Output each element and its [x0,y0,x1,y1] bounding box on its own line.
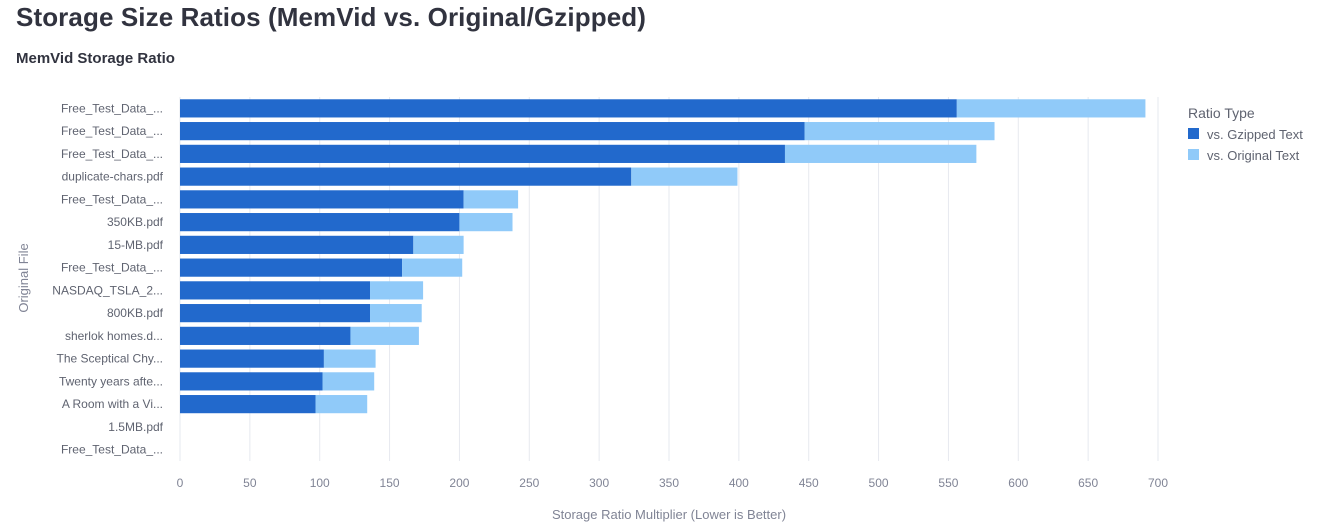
category-label: Free_Test_Data_... [61,443,163,457]
category-label: 800KB.pdf [107,306,164,320]
bar-gzipped [180,395,316,414]
bars [180,99,1146,414]
bar-original [370,281,424,300]
bar-original [315,395,368,414]
bar-gzipped [180,258,403,277]
bar-original [413,235,464,254]
category-label: Free_Test_Data_... [61,147,163,161]
bar-original [956,99,1146,118]
category-label: Free_Test_Data_... [61,192,163,206]
legend-swatch-gzipped [1188,128,1199,139]
legend-title: Ratio Type [1188,105,1255,121]
category-label: duplicate-chars.pdf [62,170,164,184]
category-label: The Sceptical Chy... [57,352,164,366]
bar-original [804,122,995,141]
bar-gzipped [180,326,351,345]
x-tick-labels: 0 50 100 150 200 250 300 350 400 450 500 550 600 650 7… [177,476,1169,490]
bar-gzipped [180,235,414,254]
bar-gzipped [180,99,957,118]
x-tick-label: 550 [938,476,958,490]
category-label: Free_Test_Data_... [61,101,163,115]
x-tick-label: 300 [589,476,609,490]
category-label: Free_Test_Data_... [61,124,163,138]
category-label: 15-MB.pdf [108,238,164,252]
y-axis-title: Original File [16,243,31,312]
x-tick-label: 600 [1008,476,1028,490]
category-labels: Free_Test_Data_... Free_Test_Data_... Free… [52,101,163,456]
bar-original [631,167,738,186]
x-tick-label: 400 [729,476,749,490]
x-tick-label: 150 [380,476,400,490]
category-label: A Room with a Vi... [62,397,163,411]
bar-gzipped [180,349,324,368]
bar-gzipped [180,144,785,163]
x-tick-label: 0 [177,476,184,490]
bar-original [350,326,419,345]
bar-gzipped [180,122,805,141]
x-tick-label: 350 [659,476,679,490]
legend-label-gzipped: vs. Gzipped Text [1207,127,1303,142]
x-tick-label: 100 [310,476,330,490]
bar-gzipped [180,213,460,232]
category-label: Free_Test_Data_... [61,261,163,275]
chart-heading: MemVid Storage Ratio [16,50,175,67]
bar-original [370,304,422,323]
x-tick-label: 200 [449,476,469,490]
bar-original [322,372,375,391]
legend-swatch-original [1188,149,1199,160]
legend: Ratio Type vs. Gzipped Text vs. Original… [1188,105,1303,163]
bar-gzipped [180,304,371,323]
category-label: 1.5MB.pdf [108,420,163,434]
x-tick-label: 700 [1148,476,1168,490]
bar-original [463,190,519,209]
legend-label-original: vs. Original Text [1207,148,1300,163]
x-tick-label: 450 [799,476,819,490]
bar-gzipped [180,372,323,391]
bar-gzipped [180,190,464,209]
x-axis-title: Storage Ratio Multiplier (Lower is Bette… [552,507,786,522]
bar-original [459,213,513,232]
category-label: sherlok homes.d... [65,329,163,343]
x-tick-label: 50 [243,476,257,490]
x-tick-label: 250 [519,476,539,490]
bar-gzipped [180,281,371,300]
x-tick-label: 500 [869,476,889,490]
page-title: Storage Size Ratios (MemVid vs. Original… [16,2,646,32]
bar-original [784,144,977,163]
category-label: Twenty years afte... [59,374,163,388]
bar-original [402,258,463,277]
bar-gzipped [180,167,632,186]
category-label: NASDAQ_TSLA_2... [52,283,163,297]
x-tick-label: 650 [1078,476,1098,490]
category-label: 350KB.pdf [107,215,164,229]
bar-original [323,349,376,368]
